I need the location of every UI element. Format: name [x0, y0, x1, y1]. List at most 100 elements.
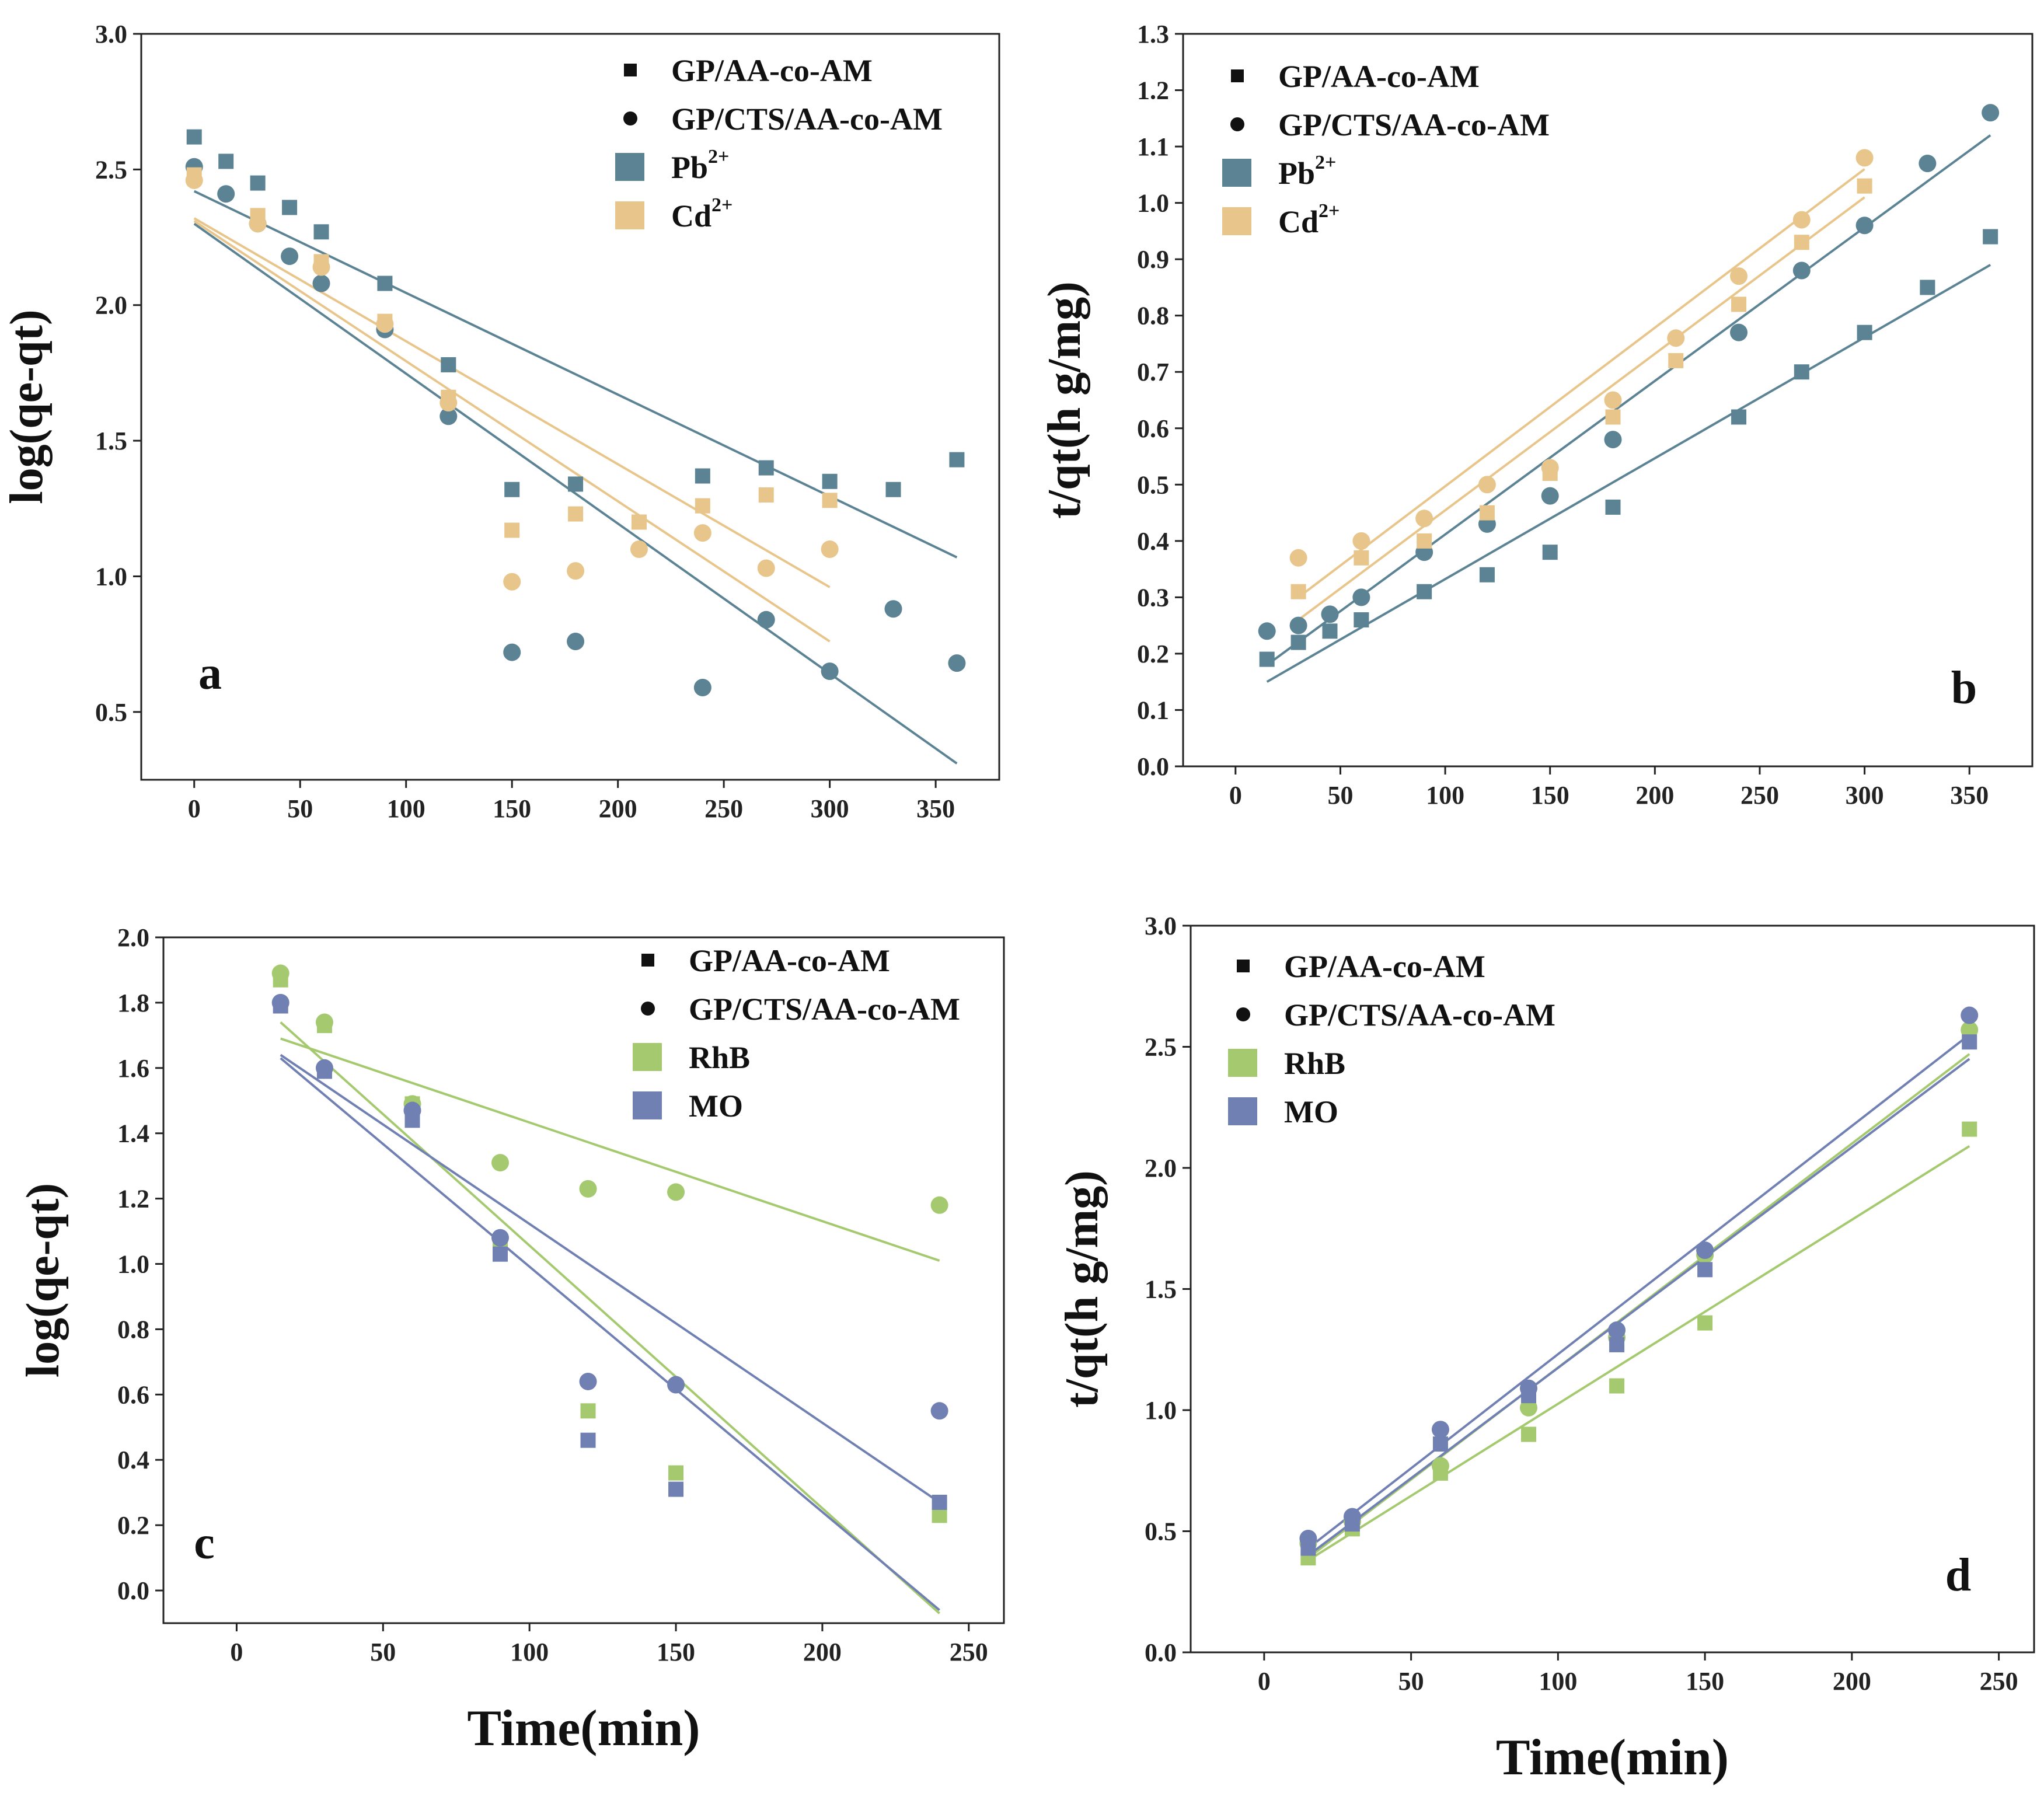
legend-label-text: GP/AA-co-AM	[689, 943, 890, 978]
y-tick-label: 0.8	[117, 1315, 149, 1344]
fit-line	[280, 1037, 940, 1262]
y-tick-label: 1.5	[1145, 1275, 1177, 1304]
data-point-circle	[1792, 211, 1811, 229]
data-point-square	[1920, 280, 1935, 295]
fit-line	[193, 217, 831, 588]
panel-d: 0 50 100 150 200 250 0.0 0.5 1.0 1.5 2.0 2.5 3.0 t/qt…	[1056, 912, 2035, 1786]
y-tick-label: 1.0	[117, 1250, 149, 1279]
data-point-square	[1962, 1034, 1977, 1050]
data-point-circle	[757, 559, 775, 577]
data-point-circle	[1604, 391, 1622, 409]
y-tick-label: 2.5	[1145, 1033, 1177, 1062]
panel-c: 0 50 100 150 200 250 0.0 0.2 0.4 0.6 0.8 1.0 1.2 1.4 1…	[18, 923, 1005, 1757]
plot-frame	[1182, 33, 2033, 768]
x-tick-label: 100	[1539, 1667, 1577, 1696]
data-point-circle	[1541, 459, 1559, 477]
y-axis-label: t/qt(h g/mg)	[1039, 281, 1090, 519]
data-point-circle	[884, 600, 902, 618]
legend-label-text: GP/CTS/AA-co-AM	[689, 992, 960, 1027]
legend-label: GP/CTS/AA-co-AM	[1278, 107, 1550, 142]
data-point-square	[822, 473, 838, 489]
plot-frame	[140, 33, 1000, 781]
data-point-square	[1731, 296, 1747, 312]
data-point-square	[1354, 612, 1369, 627]
fit-line	[193, 219, 831, 643]
data-point-square	[1354, 550, 1369, 566]
data-point-circle	[315, 1013, 333, 1031]
data-point-circle	[1730, 267, 1748, 285]
data-point-square	[1857, 178, 1872, 194]
fit-line	[1297, 196, 1865, 621]
data-point-circle	[185, 171, 203, 189]
data-point-circle	[376, 315, 394, 333]
fit-line	[193, 190, 958, 559]
plot-frame	[1190, 925, 2035, 1654]
legend-label-text: MO	[689, 1089, 743, 1124]
legend-label-superscript: 2+	[1319, 200, 1340, 222]
data-point-circle	[312, 274, 330, 292]
data-point-circle	[1520, 1379, 1538, 1397]
legend-label: GP/CTS/AA-co-AM	[671, 102, 943, 137]
data-point-square	[758, 460, 774, 476]
y-axis-label: t/qt(h g/mg)	[1056, 1170, 1108, 1408]
plot-frame	[162, 936, 1005, 1624]
legend-label-text: RhB	[1284, 1046, 1345, 1081]
data-point-circle	[1696, 1241, 1714, 1260]
x-tick-label: 350	[1950, 781, 1989, 810]
legend-color-patch	[1228, 1049, 1257, 1077]
data-point-circle	[1961, 1006, 1979, 1024]
data-point-square	[1697, 1315, 1713, 1331]
legend-label-text: GP/CTS/AA-co-AM	[1278, 107, 1550, 142]
legend-label: Pb2+	[671, 146, 729, 185]
data-point-circle	[403, 1101, 421, 1119]
data-point-circle	[1667, 329, 1685, 347]
x-tick-label: 150	[1686, 1667, 1724, 1696]
data-point-square	[1290, 634, 1306, 650]
legend-label: Cd2+	[671, 194, 733, 233]
data-point-circle	[440, 394, 458, 412]
data-point-circle	[315, 1059, 333, 1077]
data-point-circle	[491, 1229, 510, 1247]
x-axis-label: Time(min)	[1496, 1729, 1729, 1786]
data-point-circle	[667, 1183, 685, 1201]
data-point-circle	[567, 562, 585, 580]
y-tick-label: 0.0	[1137, 752, 1169, 781]
data-point-square	[1697, 1262, 1713, 1278]
legend-label: GP/CTS/AA-co-AM	[689, 992, 960, 1027]
data-point-square	[1521, 1426, 1537, 1442]
data-point-circle	[1982, 104, 2000, 122]
data-point-square	[1731, 409, 1747, 425]
fit-line	[280, 1057, 940, 1611]
x-tick-label: 100	[1426, 781, 1464, 810]
legend-label-text: Cd	[1278, 204, 1319, 239]
data-point-square	[668, 1481, 684, 1497]
data-point-circle	[1730, 323, 1748, 341]
y-axis-label: log(qe-qt)	[18, 1183, 69, 1377]
x-tick-label: 50	[1398, 1667, 1424, 1696]
data-point-circle	[491, 1154, 510, 1172]
legend-label-text: RhB	[689, 1040, 750, 1075]
data-point-square	[932, 1494, 947, 1510]
legend-label: GP/AA-co-AM	[689, 943, 890, 978]
data-point-circle	[579, 1180, 597, 1198]
y-tick-label: 1.0	[1145, 1396, 1177, 1425]
y-tick-label: 0.1	[1137, 696, 1169, 724]
legend-label: GP/AA-co-AM	[1284, 949, 1485, 984]
y-tick-label: 1.3	[1137, 20, 1169, 48]
data-point-square	[580, 1432, 596, 1448]
legend-circle-marker	[1236, 1007, 1250, 1021]
legend-label-text: GP/CTS/AA-co-AM	[671, 102, 943, 137]
y-tick-label: 0.4	[117, 1446, 149, 1474]
x-axis-label: Time(min)	[467, 1700, 700, 1757]
x-tick-label: 100	[510, 1638, 549, 1666]
legend-color-patch	[1228, 1097, 1257, 1125]
y-tick-label: 1.0	[1137, 189, 1169, 218]
data-point-square	[1609, 1337, 1625, 1352]
y-tick-label: 0.0	[1145, 1638, 1177, 1667]
data-point-circle	[1431, 1421, 1449, 1439]
data-point-circle	[1289, 616, 1307, 634]
data-point-square	[1983, 229, 1998, 245]
legend-square-marker	[641, 954, 654, 967]
data-point-square	[1290, 584, 1306, 599]
